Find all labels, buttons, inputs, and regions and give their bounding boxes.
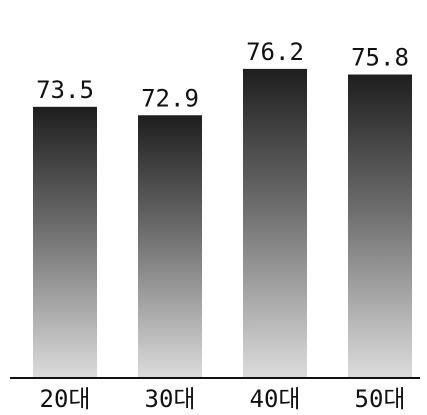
value-label-4: 75.8 (351, 44, 409, 72)
bar-2 (138, 115, 202, 378)
category-label-2: 30대 (145, 385, 196, 413)
bar-3 (243, 68, 307, 379)
category-label-1: 20대 (40, 385, 91, 413)
category-label-3: 40대 (250, 385, 301, 413)
value-label-2: 72.9 (141, 84, 199, 112)
value-label-3: 76.2 (246, 38, 304, 66)
category-label-4: 50대 (355, 385, 406, 413)
bar-1 (33, 106, 97, 379)
bar-4 (348, 74, 412, 379)
value-label-1: 73.5 (36, 76, 94, 104)
